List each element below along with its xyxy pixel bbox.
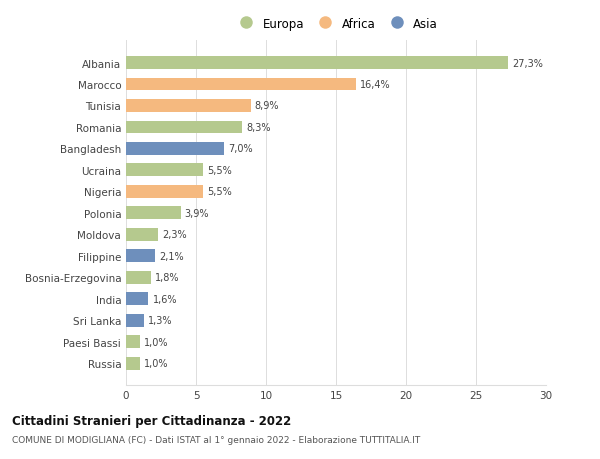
Text: 2,1%: 2,1% xyxy=(160,252,184,261)
Text: 1,0%: 1,0% xyxy=(144,337,169,347)
Bar xyxy=(126,314,144,327)
Text: 5,5%: 5,5% xyxy=(207,187,232,197)
Bar xyxy=(126,143,224,156)
Bar xyxy=(126,250,155,263)
Bar xyxy=(126,293,148,306)
Text: 5,5%: 5,5% xyxy=(207,166,232,175)
Text: 8,9%: 8,9% xyxy=(255,101,280,111)
Bar xyxy=(126,357,140,370)
Text: COMUNE DI MODIGLIANA (FC) - Dati ISTAT al 1° gennaio 2022 - Elaborazione TUTTITA: COMUNE DI MODIGLIANA (FC) - Dati ISTAT a… xyxy=(12,435,420,444)
Bar xyxy=(126,78,356,91)
Text: Cittadini Stranieri per Cittadinanza - 2022: Cittadini Stranieri per Cittadinanza - 2… xyxy=(12,414,291,427)
Bar xyxy=(126,271,151,284)
Bar xyxy=(126,336,140,348)
Text: 2,3%: 2,3% xyxy=(163,230,187,240)
Bar xyxy=(126,57,508,70)
Text: 8,3%: 8,3% xyxy=(247,123,271,133)
Text: 7,0%: 7,0% xyxy=(228,144,253,154)
Bar xyxy=(126,229,158,241)
Text: 1,6%: 1,6% xyxy=(152,294,177,304)
Text: 27,3%: 27,3% xyxy=(512,58,543,68)
Text: 16,4%: 16,4% xyxy=(360,80,391,90)
Bar xyxy=(126,121,242,134)
Bar xyxy=(126,164,203,177)
Legend: Europa, Africa, Asia: Europa, Africa, Asia xyxy=(229,13,443,35)
Text: 1,3%: 1,3% xyxy=(148,316,173,325)
Bar xyxy=(126,185,203,198)
Bar xyxy=(126,207,181,220)
Text: 1,0%: 1,0% xyxy=(144,358,169,369)
Bar xyxy=(126,100,251,113)
Text: 3,9%: 3,9% xyxy=(185,208,209,218)
Text: 1,8%: 1,8% xyxy=(155,273,180,283)
